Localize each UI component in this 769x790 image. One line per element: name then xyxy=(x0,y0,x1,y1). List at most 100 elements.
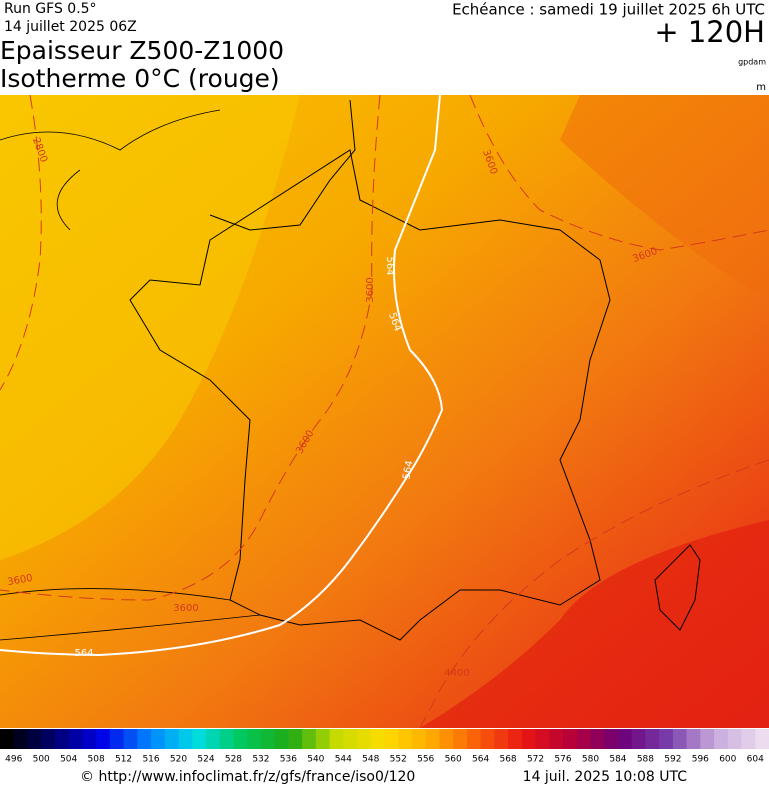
unit-thickness: gpdam xyxy=(738,58,766,67)
colorbar-swatch xyxy=(686,729,701,749)
colorbar-swatch xyxy=(357,729,372,749)
colorbar-swatch xyxy=(260,729,276,749)
colorbar-label: 560 xyxy=(445,755,462,765)
contour-label: 3600 xyxy=(365,277,376,302)
colorbar-swatch xyxy=(315,729,331,749)
contour-label: 564 xyxy=(401,460,415,481)
colorbar-swatch xyxy=(535,729,550,749)
colorbar-swatch xyxy=(302,729,317,749)
colorbar-swatch xyxy=(109,729,125,749)
colorbar-swatch xyxy=(82,729,97,749)
colorbar-swatch xyxy=(13,729,28,749)
colorbar-label: 524 xyxy=(197,755,214,765)
timestamp: 14 juil. 2025 10:08 UTC xyxy=(523,769,688,785)
echeance: Echéance : samedi 19 juillet 2025 6h UTC xyxy=(452,1,765,19)
contour-label: 3600 xyxy=(173,603,198,614)
colorbar-swatch xyxy=(178,729,193,749)
source-url: © http://www.infoclimat.fr/z/gfs/france/… xyxy=(80,769,415,785)
colorbar-swatch xyxy=(521,729,537,749)
colorbar-swatch xyxy=(755,729,769,749)
colorbar-label: 544 xyxy=(335,755,352,765)
colorbar-swatch xyxy=(274,729,289,749)
thickness-line-564 xyxy=(0,94,444,657)
contour-label: 4400 xyxy=(444,668,469,679)
colorbar-swatch xyxy=(576,729,591,749)
colorbar-label: 584 xyxy=(609,755,626,765)
colorbar-swatch xyxy=(727,729,743,749)
colorbar-swatch xyxy=(480,729,495,749)
colorbar-swatch xyxy=(219,729,234,749)
run-date: 14 juillet 2025 06Z xyxy=(4,19,137,35)
colorbar-swatch xyxy=(329,729,344,749)
colorbar-swatch xyxy=(563,729,578,749)
colorbar-swatch xyxy=(494,729,509,749)
colorbar-swatch xyxy=(672,729,688,749)
coastline xyxy=(0,109,221,231)
colorbar-swatch xyxy=(96,729,111,749)
colorbar-swatch xyxy=(164,729,180,749)
colorbar-swatch xyxy=(645,729,660,749)
colorbar-swatch xyxy=(659,729,674,749)
colorbar-swatch xyxy=(590,729,605,749)
colorbar-label: 596 xyxy=(692,755,709,765)
colorbar-swatch xyxy=(41,729,56,749)
field-band xyxy=(560,95,769,300)
colorbar-label: 516 xyxy=(142,755,159,765)
colorbar-swatch xyxy=(453,729,468,749)
colorbar: 496 500 504 508 512 516 520 524 528 532 536 540 544 5… xyxy=(0,729,769,765)
isotherm-lines xyxy=(0,94,769,729)
colorbar-swatch xyxy=(700,729,715,749)
colorbar-swatch xyxy=(0,729,15,749)
footer: © http://www.infoclimat.fr/z/gfs/france/… xyxy=(80,769,687,785)
colorbar-swatch xyxy=(604,729,619,749)
colorbar-swatch xyxy=(247,729,262,749)
contour-label: 564 xyxy=(74,648,93,659)
coastline xyxy=(129,99,611,641)
colorbar-swatch xyxy=(27,729,42,749)
colorbar-swatch xyxy=(370,729,385,749)
colorbar-label: 508 xyxy=(88,755,105,765)
colorbar-swatch xyxy=(233,729,248,749)
colorbar-swatch xyxy=(398,729,413,749)
colorbar-label: 552 xyxy=(390,755,407,765)
colorbar-swatch xyxy=(631,729,646,749)
colorbar-swatch xyxy=(384,729,399,749)
colorbar-label: 580 xyxy=(582,755,599,765)
colorbar-swatch xyxy=(123,729,138,749)
colorbar-swatch xyxy=(425,729,440,749)
colorbar-swatch xyxy=(549,729,564,749)
island-corsica xyxy=(654,544,701,631)
title-line-1: Epaisseur Z500-Z1000 xyxy=(0,36,284,65)
colorbar-label: 592 xyxy=(664,755,681,765)
colorbar-label: 512 xyxy=(115,755,132,765)
header: Run GFS 0.5° 14 juillet 2025 06Z Epaisse… xyxy=(0,1,766,94)
colorbar-swatch xyxy=(466,729,482,749)
colorbar-label: 600 xyxy=(719,755,736,765)
colorbar-label: 568 xyxy=(499,755,516,765)
coastline xyxy=(0,588,261,641)
colorbar-swatch xyxy=(741,729,756,749)
colorbar-label: 564 xyxy=(472,755,489,765)
field-band xyxy=(0,95,300,560)
colorbar-label: 540 xyxy=(307,755,324,765)
map: 2800 360036003600564564360056436003600564… xyxy=(0,94,769,729)
colorbar-swatch xyxy=(714,729,729,749)
colorbar-swatch xyxy=(54,729,70,749)
colorbar-label: 556 xyxy=(417,755,434,765)
colorbar-label: 572 xyxy=(527,755,544,765)
colorbar-label: 588 xyxy=(637,755,654,765)
lead-time: + 120H xyxy=(654,15,765,49)
colorbar-swatch xyxy=(151,729,166,749)
title-line-2: Isotherme 0°C (rouge) xyxy=(0,64,280,93)
colorbar-label: 604 xyxy=(747,755,764,765)
colorbar-label: 500 xyxy=(33,755,50,765)
colorbar-swatch xyxy=(411,729,427,749)
colorbar-swatch xyxy=(68,729,83,749)
colorbar-label: 528 xyxy=(225,755,242,765)
colorbar-swatch xyxy=(343,729,358,749)
colorbar-swatch xyxy=(192,729,207,749)
contour-label: 564 xyxy=(384,256,395,275)
